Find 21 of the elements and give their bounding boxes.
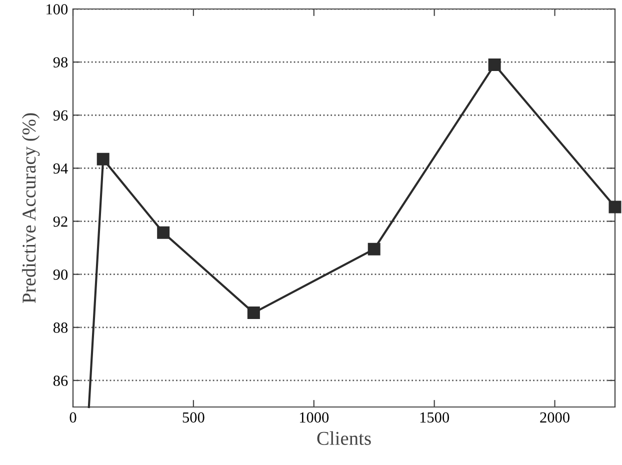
- x-tick-label: 500: [182, 412, 204, 423]
- y-tick-label: 98: [53, 57, 68, 68]
- y-tick-label: 86: [53, 376, 68, 386]
- y-axis-title: Predictive Accuracy (%): [22, 113, 40, 303]
- y-tick-label: 92: [53, 216, 68, 227]
- x-tick-label: 1500: [420, 412, 450, 423]
- y-tick-label: 88: [53, 322, 68, 333]
- y-tick-label: 94: [53, 163, 68, 174]
- x-tick-label: 0: [70, 412, 76, 423]
- point: [96, 152, 110, 166]
- point: [608, 200, 622, 214]
- y-tick-label: 90: [53, 269, 68, 280]
- y-tick-label: 96: [53, 110, 68, 121]
- point: [368, 242, 380, 256]
- point: [488, 58, 501, 71]
- point: [247, 306, 260, 320]
- y-tick-label: 100: [46, 4, 68, 14]
- x-tick-label: 1000: [300, 412, 329, 423]
- x-tick-label: 2000: [540, 412, 570, 423]
- point: [157, 226, 170, 239]
- x-axis-title: Clients: [317, 431, 371, 445]
